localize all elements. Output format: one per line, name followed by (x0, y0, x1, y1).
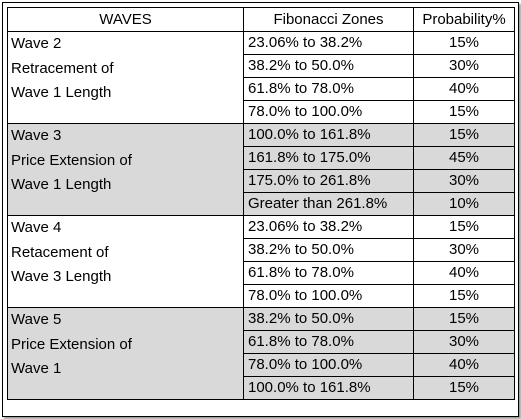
wave-description-cell: Wave 5 Price Extension of Wave 1 (7, 307, 244, 400)
probability-cell: 15% (413, 307, 515, 331)
wave-type: Price Extension of (11, 151, 132, 169)
zone-cell: 78.0% to 100.0% (243, 284, 414, 308)
wave-reference: Wave 1 Length (11, 176, 112, 193)
probability-cell: 10% (413, 192, 515, 216)
header-row: WAVES Fibonacci Zones Probability% (7, 7, 515, 32)
wave-description-cell: Wave 2 Retracement of Wave 1 Length (7, 31, 244, 124)
zone-cell: 38.2% to 50.0% (243, 307, 414, 331)
zone-cell: 61.8% to 78.0% (243, 261, 414, 285)
zone-cell: 61.8% to 78.0% (243, 77, 414, 101)
probability-cell: 30% (413, 169, 515, 193)
table-row: 38.2% to 50.0% 30% (8, 54, 515, 78)
header-fibonacci-zones: Fibonacci Zones (243, 7, 414, 32)
probability-cell: 40% (413, 353, 515, 377)
wave-type: Retacement of (11, 243, 109, 261)
zone-cell: 61.8% to 78.0% (243, 330, 414, 354)
probability-cell: 40% (413, 77, 515, 101)
probability-cell: 45% (413, 146, 515, 170)
wave-description-cell: Wave 3 Price Extension of Wave 1 Length (7, 123, 244, 216)
wave-label: Wave 2 (11, 35, 62, 52)
probability-cell: 40% (413, 261, 515, 285)
wave-type: Retracement of (11, 59, 114, 77)
table-body: Wave 2 Retracement of Wave 1 Length 23.0… (7, 31, 515, 400)
probability-cell: 15% (413, 284, 515, 308)
zone-cell: 100.0% to 161.8% (243, 123, 414, 147)
probability-cell: 15% (413, 100, 515, 124)
zone-cell: 100.0% to 161.8% (243, 376, 414, 400)
zone-cell: 23.06% to 38.2% (243, 215, 414, 239)
zone-cell: 175.0% to 261.8% (243, 169, 414, 193)
zone-cell: 78.0% to 100.0% (243, 353, 414, 377)
fibonacci-wave-table: WAVES Fibonacci Zones Probability% Wave … (7, 7, 515, 400)
wave-label: Wave 5 (11, 311, 62, 328)
wave-description-cell: Wave 4 Retacement of Wave 3 Length (7, 215, 244, 308)
header-waves: WAVES (7, 7, 244, 32)
probability-cell: 15% (413, 31, 515, 55)
table-row: 61.8% to 78.0% 30% (8, 330, 515, 354)
zone-cell: 23.06% to 38.2% (243, 31, 414, 55)
table-row: 100.0% to 161.8% 15% (8, 376, 515, 400)
zone-cell: Greater than 261.8% (243, 192, 414, 216)
table-row: 38.2% to 50.0% 30% (8, 238, 515, 262)
wave-reference: Wave 1 Length (11, 84, 112, 101)
table-row: Wave 4 Retacement of Wave 3 Length 23.06… (7, 215, 515, 308)
zone-cell: 38.2% to 50.0% (243, 238, 414, 262)
wave-reference: Wave 3 Length (11, 268, 112, 285)
table-row: Wave 5 Price Extension of Wave 1 38.2% t… (7, 307, 515, 400)
probability-cell: 15% (413, 376, 515, 400)
probability-cell: 15% (413, 215, 515, 239)
zone-cell: 38.2% to 50.0% (243, 54, 414, 78)
probability-cell: 30% (413, 54, 515, 78)
wave-label: Wave 3 (11, 127, 62, 144)
wave-type: Price Extension of (11, 335, 132, 353)
probability-cell: 30% (413, 330, 515, 354)
table-row: Wave 3 Price Extension of Wave 1 Length … (7, 123, 515, 216)
zone-cell: 78.0% to 100.0% (243, 100, 414, 124)
table-row: 161.8% to 175.0% 45% (8, 146, 515, 170)
table-row: 78.0% to 100.0% 15% (8, 284, 515, 308)
probability-cell: 30% (413, 238, 515, 262)
zone-cell: 161.8% to 175.0% (243, 146, 414, 170)
header-probability: Probability% (413, 7, 515, 32)
table-row: 78.0% to 100.0% 15% (8, 100, 515, 124)
table-row: Wave 2 Retracement of Wave 1 Length 23.0… (7, 31, 515, 124)
probability-cell: 15% (413, 123, 515, 147)
wave-label: Wave 4 (11, 219, 62, 236)
table-row: 175.0% to 261.8% 30% (8, 169, 515, 193)
wave-reference: Wave 1 (11, 360, 62, 377)
